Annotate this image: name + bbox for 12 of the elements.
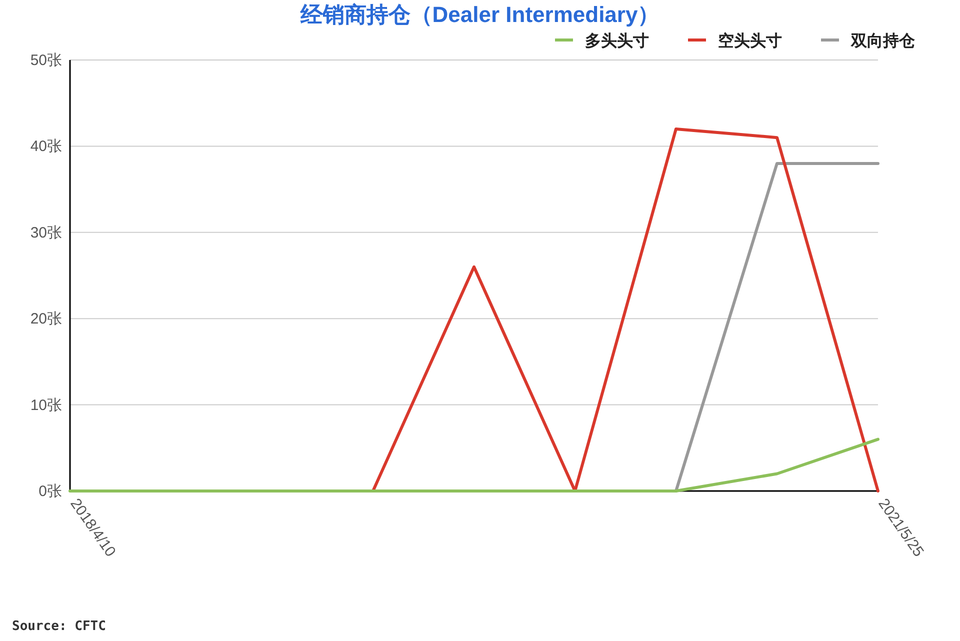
y-tick-label: 0张 xyxy=(38,483,62,500)
y-tick-label: 50张 xyxy=(30,52,62,69)
legend-label: 双向持仓 xyxy=(850,32,916,50)
chart-title: 经销商持仓（Dealer Intermediary） xyxy=(299,2,660,27)
y-tick-label: 20张 xyxy=(30,310,62,328)
source-note: Source: CFTC xyxy=(12,619,106,634)
y-tick-label: 30张 xyxy=(30,224,62,242)
legend-label: 空头头寸 xyxy=(718,32,782,50)
legend-label: 多头头寸 xyxy=(585,32,649,50)
y-tick-label: 40张 xyxy=(30,138,62,156)
line-series xyxy=(372,127,880,492)
y-tick-label: 10张 xyxy=(30,396,62,414)
